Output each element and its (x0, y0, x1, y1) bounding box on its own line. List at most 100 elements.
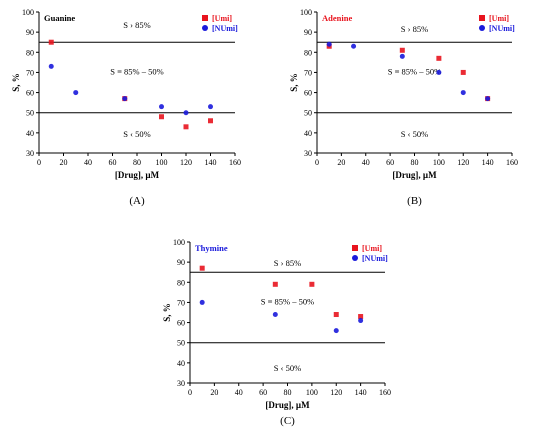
x-tick-label: 60 (386, 158, 394, 167)
x-tick-label: 100 (433, 158, 445, 167)
y-tick-label: 70 (304, 68, 312, 77)
legend-label: [Umi] (489, 14, 509, 23)
x-tick-label: 40 (235, 388, 243, 397)
x-tick-label: 20 (60, 158, 68, 167)
data-point (159, 114, 164, 120)
x-tick-label: 20 (210, 388, 218, 397)
data-point (272, 281, 278, 287)
x-tick-label: 160 (229, 158, 241, 167)
y-tick-label: 100 (22, 8, 34, 17)
y-tick-label: 30 (177, 379, 185, 388)
data-point (48, 39, 54, 45)
x-tick-label: 140 (205, 158, 217, 167)
x-tick-label: 40 (362, 158, 370, 167)
legend-label: [Umi] (212, 14, 232, 23)
data-point (333, 312, 339, 318)
y-axis-label: S, % (11, 73, 21, 92)
data-point (436, 55, 442, 61)
region-annotation: S ‹ 50% (123, 129, 150, 139)
x-tick-label: 60 (259, 388, 267, 397)
data-point (159, 104, 164, 110)
region-annotation: S ≡ 85% – 50% (388, 66, 441, 76)
data-point (199, 299, 205, 305)
data-point (326, 41, 332, 47)
y-tick-label: 60 (26, 89, 34, 98)
data-point (208, 104, 213, 110)
legend-label: [NUmi] (212, 24, 238, 33)
x-tick-label: 0 (188, 388, 192, 397)
region-annotation: S ‹ 50% (401, 129, 428, 139)
data-point (333, 328, 339, 334)
x-tick-label: 20 (337, 158, 345, 167)
x-tick-label: 40 (84, 158, 92, 167)
data-point (183, 124, 189, 130)
y-axis-label: S, % (162, 303, 172, 322)
data-point (351, 43, 357, 49)
chart-title: Adenine (322, 13, 352, 23)
data-point (183, 110, 189, 116)
y-tick-label: 80 (304, 48, 312, 57)
data-point (272, 312, 278, 318)
x-tick-label: 0 (315, 158, 319, 167)
panel-caption: (B) (407, 195, 422, 207)
panel-caption: (C) (280, 415, 295, 427)
y-tick-label: 60 (177, 319, 185, 328)
legend-marker (202, 15, 208, 21)
chart-title: Thymine (195, 243, 228, 253)
x-tick-label: 100 (306, 388, 318, 397)
data-point (436, 69, 442, 75)
x-tick-label: 160 (506, 158, 518, 167)
data-point (460, 69, 466, 75)
legend-label: [NUmi] (362, 254, 388, 263)
x-tick-label: 80 (284, 388, 292, 397)
x-tick-label: 160 (379, 388, 391, 397)
y-tick-label: 50 (177, 339, 185, 348)
y-tick-label: 90 (26, 28, 34, 37)
data-point (48, 63, 54, 69)
legend-label: [NUmi] (489, 24, 515, 33)
x-tick-label: 100 (156, 158, 168, 167)
data-point (73, 90, 79, 96)
data-point (358, 314, 364, 320)
x-tick-label: 0 (37, 158, 41, 167)
region-annotation: S › 85% (274, 258, 301, 268)
x-tick-label: 140 (482, 158, 494, 167)
y-tick-label: 40 (177, 359, 185, 368)
y-tick-label: 100 (173, 238, 185, 247)
region-annotation: S ≡ 85% – 50% (110, 66, 163, 76)
y-tick-label: 30 (304, 149, 312, 158)
x-tick-label: 120 (457, 158, 469, 167)
data-point (208, 118, 213, 124)
region-annotation: S ≡ 85% – 50% (261, 296, 314, 306)
y-tick-label: 50 (304, 109, 312, 118)
legend-marker (352, 245, 358, 251)
x-tick-label: 80 (411, 158, 419, 167)
panel-caption: (A) (129, 195, 145, 207)
chart-title: Guanine (44, 13, 75, 23)
legend-marker (352, 255, 358, 261)
y-tick-label: 60 (304, 89, 312, 98)
x-axis-label: [Drug], µM (265, 400, 310, 410)
data-point (399, 53, 405, 59)
y-tick-label: 80 (177, 278, 185, 287)
y-tick-label: 40 (26, 129, 34, 138)
region-annotation: S ‹ 50% (274, 363, 301, 373)
legend-marker (479, 25, 485, 31)
y-tick-label: 70 (177, 298, 185, 307)
legend-label: [Umi] (362, 244, 382, 253)
legend-marker (202, 25, 208, 31)
legend-marker (479, 15, 485, 21)
chart-panel-3: 30 40 50 60 70 80 90 100 0 20 40 60 80 100 120 140 160 [D… (162, 238, 391, 427)
y-tick-label: 30 (26, 149, 34, 158)
x-tick-label: 120 (180, 158, 192, 167)
y-tick-label: 50 (26, 109, 34, 118)
x-tick-label: 60 (109, 158, 117, 167)
data-point (485, 96, 491, 102)
x-tick-label: 140 (355, 388, 367, 397)
y-tick-label: 70 (26, 68, 34, 77)
x-axis-label: [Drug], µM (392, 170, 437, 180)
x-axis-label: [Drug], µM (115, 170, 160, 180)
data-point (309, 281, 315, 287)
